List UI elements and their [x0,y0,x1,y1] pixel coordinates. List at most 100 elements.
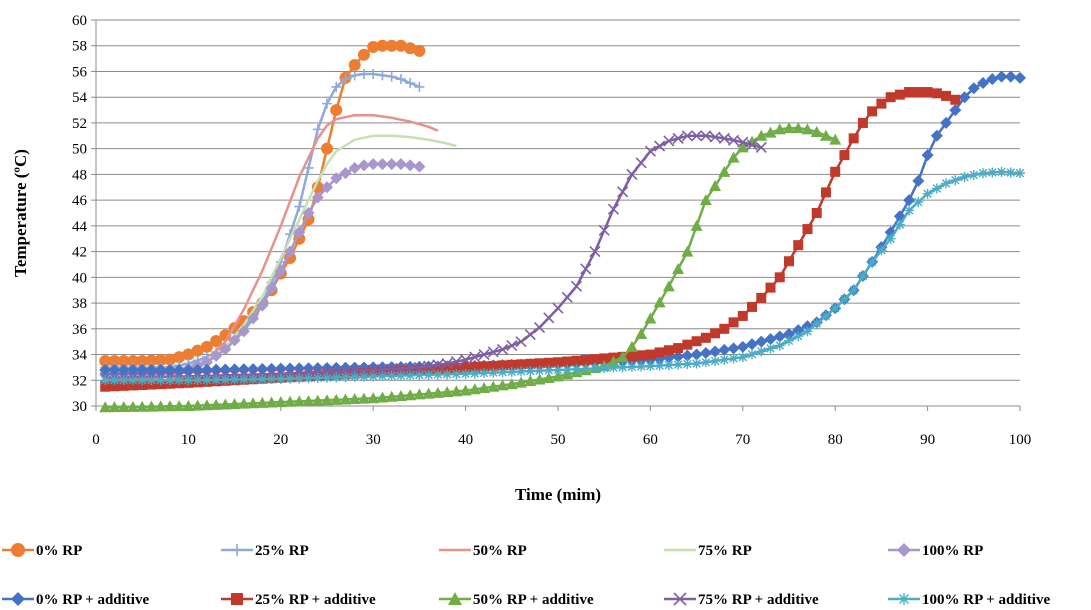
data-point [608,362,619,373]
data-point [885,92,896,103]
data-point [237,325,250,338]
data-point [645,361,656,372]
data-point [423,364,434,375]
data-point [293,362,306,375]
data-point [709,345,722,358]
data-point [617,186,629,198]
data-point [636,361,647,372]
data-point [349,70,360,81]
data-point [145,400,158,412]
y-tick-label: 60 [72,13,87,29]
y-tick-label: 58 [72,39,87,55]
x-tick-label: 50 [551,432,566,448]
data-point [543,365,554,376]
y-tick-label: 38 [72,296,87,312]
data-point [478,348,490,361]
series-line [105,134,762,379]
data-point [210,398,223,410]
data-point [764,333,777,346]
data-point [126,400,139,412]
data-point [792,122,805,134]
data-point [330,104,343,117]
data-point [302,394,315,406]
data-point [357,392,370,404]
data-point [524,375,537,387]
data-point [414,81,425,92]
data-point [423,369,434,380]
data-point [1014,71,1026,84]
data-point [126,354,139,367]
data-point [644,145,656,157]
y-tick-label: 54 [72,90,88,106]
data-point [357,48,370,61]
data-point [423,360,435,372]
data-point [228,334,241,347]
data-point [691,336,702,347]
data-point [552,302,564,314]
data-point [413,44,426,57]
data-point [459,384,472,396]
data-point [294,373,305,384]
data-point [801,123,814,135]
data-point [898,593,910,605]
data-point [515,336,527,348]
data-point [173,400,186,412]
data-point [496,343,509,355]
data-point [802,224,813,235]
data-point [746,139,758,151]
data-point [312,366,324,378]
legend-item: 25% RP + additive [221,592,376,608]
data-point [662,280,675,292]
series-3 [105,113,439,382]
data-point [117,401,130,413]
data-point [672,262,685,274]
data-point [108,354,121,367]
legend-label: 50% RP + additive [473,592,594,608]
legend-item: 50% RP + additive [439,592,594,608]
data-point [534,358,545,369]
data-point [330,393,343,405]
data-point [663,135,675,147]
data-point [525,366,536,377]
data-point [635,157,647,169]
data-point [376,39,389,52]
data-point [405,78,416,89]
data-point [394,158,407,171]
data-point [819,129,832,141]
data-point [487,380,500,392]
data-point [727,342,740,355]
data-point [737,352,748,363]
data-point [460,368,471,379]
data-point [784,256,794,267]
data-point [284,395,297,407]
series-4 [105,134,457,376]
data-point [395,370,406,381]
data-point [690,348,703,361]
x-tick-label: 30 [366,432,381,448]
data-point [626,168,638,180]
data-point [857,271,868,282]
data-point [469,368,480,379]
data-point [413,388,426,400]
legend-label: 75% RP + additive [698,592,819,608]
data-point [848,285,859,296]
data-point [626,361,637,372]
data-point [293,367,305,379]
x-tick-label: 0 [92,432,100,448]
data-point [673,592,687,606]
data-point [182,400,195,411]
data-point [174,375,185,386]
data-point [589,246,601,258]
data-point [377,70,388,81]
data-point [293,226,306,239]
series-1 [99,39,426,367]
data-point [192,375,203,386]
data-point [524,329,536,341]
data-point [265,396,278,408]
y-tick-label: 56 [72,64,88,80]
data-point [311,191,324,204]
data-point [773,330,786,343]
data-point [654,360,665,371]
data-point [468,383,481,395]
